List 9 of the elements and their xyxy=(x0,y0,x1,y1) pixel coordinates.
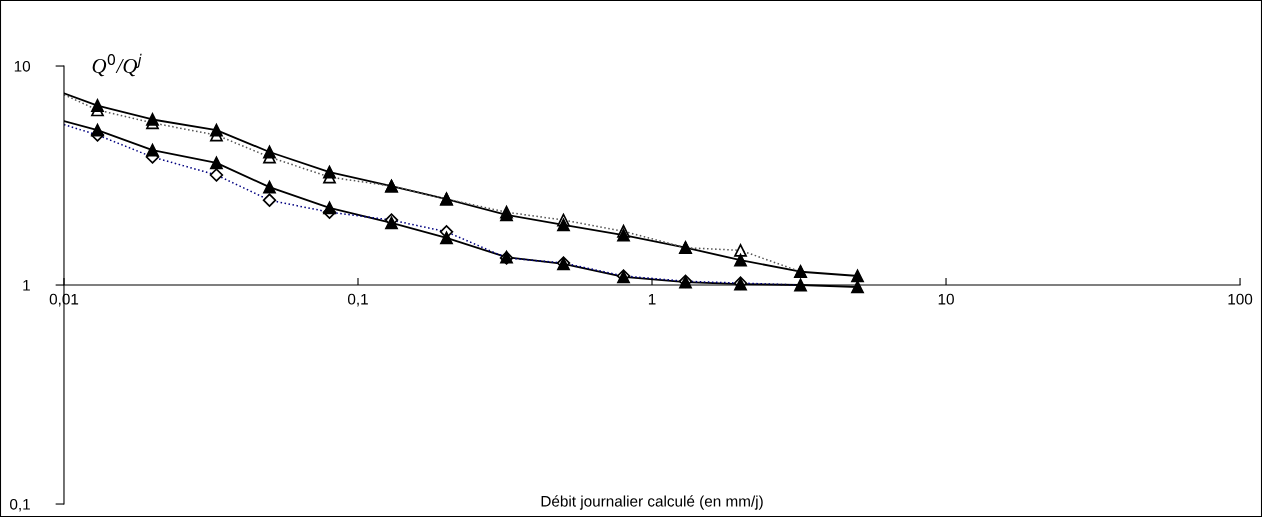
y-tick-label: 1 xyxy=(23,280,30,291)
y-axis-title: Q$^{0}$/Q$^{j}$ xyxy=(92,53,142,77)
y-tick-label: 0,1 xyxy=(10,498,30,512)
x-tick-label: 10 xyxy=(938,293,954,305)
x-tick-label: 1 xyxy=(648,293,656,305)
y-tick-label: 10 xyxy=(14,60,31,72)
x-tick-label: 0,1 xyxy=(347,293,368,307)
x-tick-label: 100 xyxy=(1228,293,1253,305)
x-axis-title: Débit journalier calculé (en mm/j) xyxy=(541,495,763,510)
